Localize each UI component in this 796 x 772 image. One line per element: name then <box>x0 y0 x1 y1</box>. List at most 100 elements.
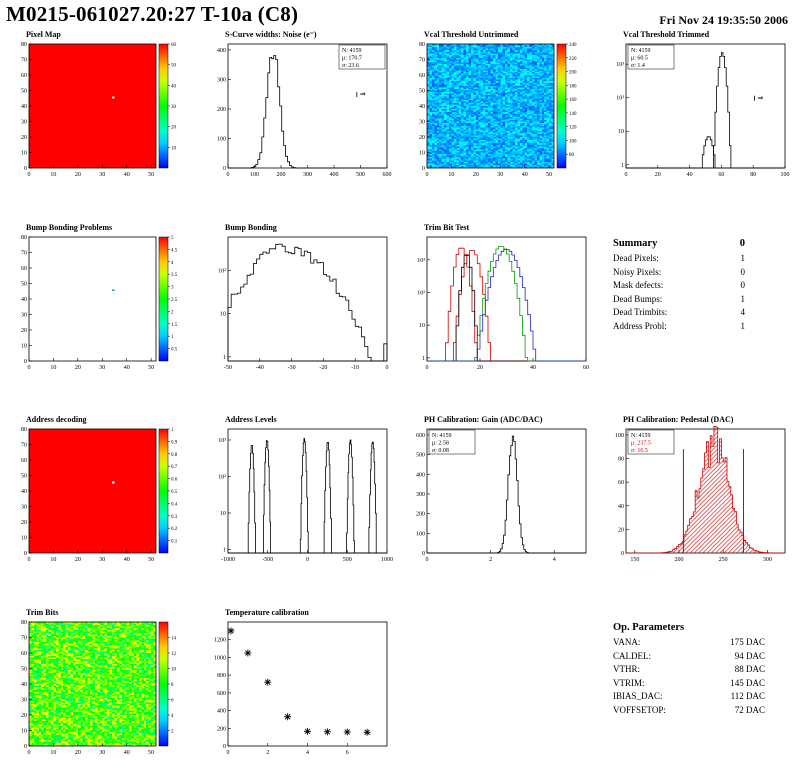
svg-text:1000: 1000 <box>214 655 226 661</box>
svg-text:μ: 2.58: μ: 2.58 <box>432 441 449 447</box>
panel-scurve-noise: S-Curve widths: Noise (e⁻) 0 100 200 300 400… <box>203 30 399 184</box>
svg-text:-10: -10 <box>351 365 359 371</box>
svg-text:10²: 10² <box>417 291 425 297</box>
param-value: 88 DAC <box>734 664 765 674</box>
svg-text:0.6: 0.6 <box>171 478 178 483</box>
svg-text:3.5: 3.5 <box>171 273 178 278</box>
bump-bonding-problems-plot: 0 10 20 30 40 50 0 10 20 30 40 50 60 70 80 0.5 1 1.5 2 2.5 3… <box>4 233 196 373</box>
svg-text:2.5: 2.5 <box>171 298 178 303</box>
svg-text:70: 70 <box>21 251 27 257</box>
svg-text:1200: 1200 <box>214 638 226 644</box>
svg-text:80: 80 <box>618 457 624 463</box>
summary-title: Summary <box>613 238 658 249</box>
svg-text:10³: 10³ <box>218 438 226 444</box>
trim-bit-test-plot: 0 20 40 60 1 10 10² 10³ <box>402 233 594 373</box>
svg-text:10: 10 <box>171 668 177 673</box>
chart-svg: 150 200 250 300 0 20 40 60 80 100 N: 4159 μ: 237.5σ… <box>615 426 786 563</box>
svg-text:N: 4159: N: 4159 <box>631 433 651 439</box>
svg-text:220: 220 <box>569 57 577 62</box>
svg-text:40: 40 <box>21 297 27 303</box>
svg-text:20: 20 <box>655 172 661 178</box>
param-value: 112 DAC <box>730 691 765 701</box>
svg-text:80: 80 <box>750 172 756 178</box>
svg-text:60: 60 <box>21 73 27 79</box>
plot-title: S-Curve widths: Noise (e⁻) <box>225 30 317 39</box>
svg-text:20: 20 <box>75 365 81 371</box>
svg-text:0.3: 0.3 <box>171 515 178 520</box>
svg-text:20: 20 <box>419 135 425 141</box>
summary-label: Mask defects: <box>613 280 664 290</box>
svg-text:100: 100 <box>250 172 259 178</box>
panel-trim-bit-test: Trim Bit Test 0 20 40 60 1 10 10² 10³ <box>402 223 598 377</box>
chart-svg: 0 2 4 6 0 200 400 600 800 1000 1200 <box>214 621 388 756</box>
svg-text:0: 0 <box>28 365 31 371</box>
pixel-map-plot: 0 10 20 30 40 50 0 10 20 30 40 50 60 70 80 10 20 30 40 50 60 <box>4 40 196 180</box>
svg-text:0: 0 <box>28 172 31 178</box>
bump-bonding-plot: -50 -40 -30 -20 -10 0 1 10 10² <box>203 233 395 373</box>
svg-text:160: 160 <box>569 98 577 103</box>
svg-text:60: 60 <box>171 43 177 48</box>
svg-text:10: 10 <box>419 323 425 329</box>
svg-text:600: 600 <box>383 172 392 178</box>
svg-text:80: 80 <box>21 620 27 626</box>
svg-text:0: 0 <box>426 365 429 371</box>
summary-label: Noisy Pixels: <box>613 266 662 277</box>
svg-text:20: 20 <box>21 713 27 719</box>
chart-svg: 0 10 20 30 40 50 0 10 20 30 40 50 60 70 80 0.5 1 1.5 2 2.5 3… <box>21 235 178 371</box>
svg-text:140: 140 <box>569 112 577 117</box>
param-value: 72 DAC <box>734 704 765 715</box>
heatmap-canvas <box>29 237 156 361</box>
svg-text:0.5: 0.5 <box>171 490 178 495</box>
svg-text:30: 30 <box>21 698 27 704</box>
svg-text:80: 80 <box>21 427 27 433</box>
svg-text:0.8: 0.8 <box>171 453 178 458</box>
svg-text:70: 70 <box>419 58 425 64</box>
param-value: 94 DAC <box>734 650 765 661</box>
address-levels-plot: -1000 -500 0 500 1000 1 10 10² 10³ <box>203 425 395 565</box>
param-row: VANA: 175 DAC <box>613 636 765 650</box>
svg-text:5: 5 <box>171 236 174 241</box>
chart-svg: 0 100 200 300 400 500 600 0 100 200 300 400 N: 4159 μ… <box>217 43 392 178</box>
heatmap-canvas <box>427 44 554 168</box>
svg-text:20: 20 <box>75 557 81 563</box>
svg-text:300: 300 <box>763 557 772 563</box>
svg-text:60: 60 <box>583 365 589 371</box>
svg-text:60: 60 <box>21 266 27 272</box>
svg-text:10³: 10³ <box>417 258 425 264</box>
svg-text:100: 100 <box>416 531 425 537</box>
svg-text:-20: -20 <box>319 365 327 371</box>
param-label: CALDEL: <box>613 650 651 661</box>
svg-text:0.9: 0.9 <box>171 440 178 445</box>
svg-text:20: 20 <box>21 520 27 526</box>
panel-temperature-calibration: Temperature calibration 0 2 4 6 0 200 400 600 80… <box>203 608 399 762</box>
plot-title: Pixel Map <box>26 30 61 39</box>
svg-text:50: 50 <box>546 172 552 178</box>
param-row: IBIAS_DAC: 112 DAC <box>613 690 765 704</box>
svg-text:0.7: 0.7 <box>171 465 178 470</box>
svg-text:60: 60 <box>21 458 27 464</box>
svg-text:10: 10 <box>21 536 27 542</box>
svg-text:N: 4159: N: 4159 <box>432 433 452 439</box>
svg-text:50: 50 <box>171 64 177 69</box>
svg-text:8: 8 <box>171 683 174 688</box>
svg-text:30: 30 <box>99 557 105 563</box>
svg-text:10²: 10² <box>616 96 624 102</box>
svg-text:30: 30 <box>21 505 27 511</box>
svg-text:0: 0 <box>24 551 27 557</box>
svg-text:80: 80 <box>569 153 575 158</box>
svg-text:60: 60 <box>718 172 724 178</box>
svg-text:0: 0 <box>227 750 230 756</box>
svg-text:40: 40 <box>124 557 130 563</box>
panel-address-levels: Address Levels -1000 -500 0 500 1000 1 10 10² 10… <box>203 415 399 569</box>
svg-text:50: 50 <box>21 474 27 480</box>
svg-text:60: 60 <box>618 480 624 486</box>
svg-text:4: 4 <box>171 714 174 719</box>
svg-text:0: 0 <box>621 551 624 557</box>
svg-text:600: 600 <box>217 691 226 697</box>
svg-text:10²: 10² <box>218 474 226 480</box>
svg-text:0: 0 <box>28 750 31 756</box>
svg-text:40: 40 <box>21 104 27 110</box>
svg-text:40: 40 <box>21 489 27 495</box>
op-parameters-panel: Op. Parameters VANA: 175 DAC CALDEL: 94 … <box>613 620 765 717</box>
svg-text:400: 400 <box>416 472 425 478</box>
